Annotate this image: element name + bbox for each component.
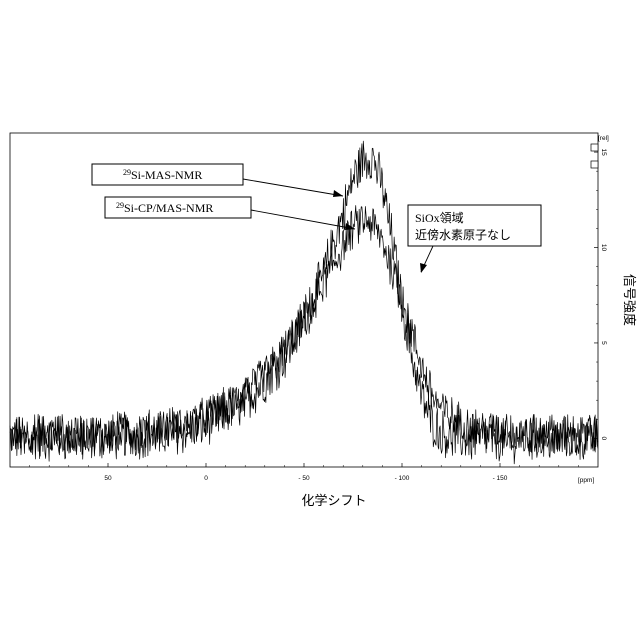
corner-box-bottom bbox=[591, 161, 598, 168]
corner-box-top bbox=[591, 144, 598, 151]
y-axis: 0 5 10 15 bbox=[594, 148, 607, 440]
annotation-3-line-2: 近傍水素原子なし bbox=[415, 227, 511, 242]
svg-text:29Si-CP/MAS-NMR: 29Si-CP/MAS-NMR bbox=[116, 201, 213, 215]
y-unit-label: [rel] bbox=[598, 135, 609, 142]
annotation-1-text: Si-MAS-NMR bbox=[131, 168, 202, 182]
y-tick-label: 5 bbox=[600, 341, 607, 345]
y-tick-label: 0 bbox=[600, 437, 607, 441]
x-tick-label: - 100 bbox=[395, 475, 410, 482]
x-tick-label: 50 bbox=[104, 475, 112, 482]
svg-text:29Si-MAS-NMR: 29Si-MAS-NMR bbox=[123, 168, 202, 182]
x-axis: 50 0 - 50 - 100 - 150 bbox=[30, 463, 579, 482]
annotation-2-text: Si-CP/MAS-NMR bbox=[124, 201, 213, 215]
x-axis-title: 化学シフト bbox=[301, 493, 366, 509]
annotation-2-sup: 29 bbox=[116, 201, 124, 210]
annotation-siox-region: SiOx領域 近傍水素原子なし bbox=[408, 205, 541, 273]
y-tick-label: 10 bbox=[600, 244, 607, 252]
x-tick-label: - 150 bbox=[493, 475, 508, 482]
x-tick-label: 0 bbox=[204, 475, 208, 482]
x-unit-label: [ppm] bbox=[578, 477, 594, 484]
annotation-3-line-1: SiOx領域 bbox=[415, 210, 464, 225]
annotation-1-sup: 29 bbox=[123, 168, 131, 177]
annotation-si-cp-mas-nmr: 29Si-CP/MAS-NMR bbox=[105, 197, 355, 230]
y-tick-label: 15 bbox=[600, 148, 607, 156]
annotation-si-mas-nmr: 29Si-MAS-NMR bbox=[92, 164, 343, 197]
x-tick-label: - 50 bbox=[298, 475, 310, 482]
y-axis-title: 信号強度 bbox=[621, 274, 637, 326]
